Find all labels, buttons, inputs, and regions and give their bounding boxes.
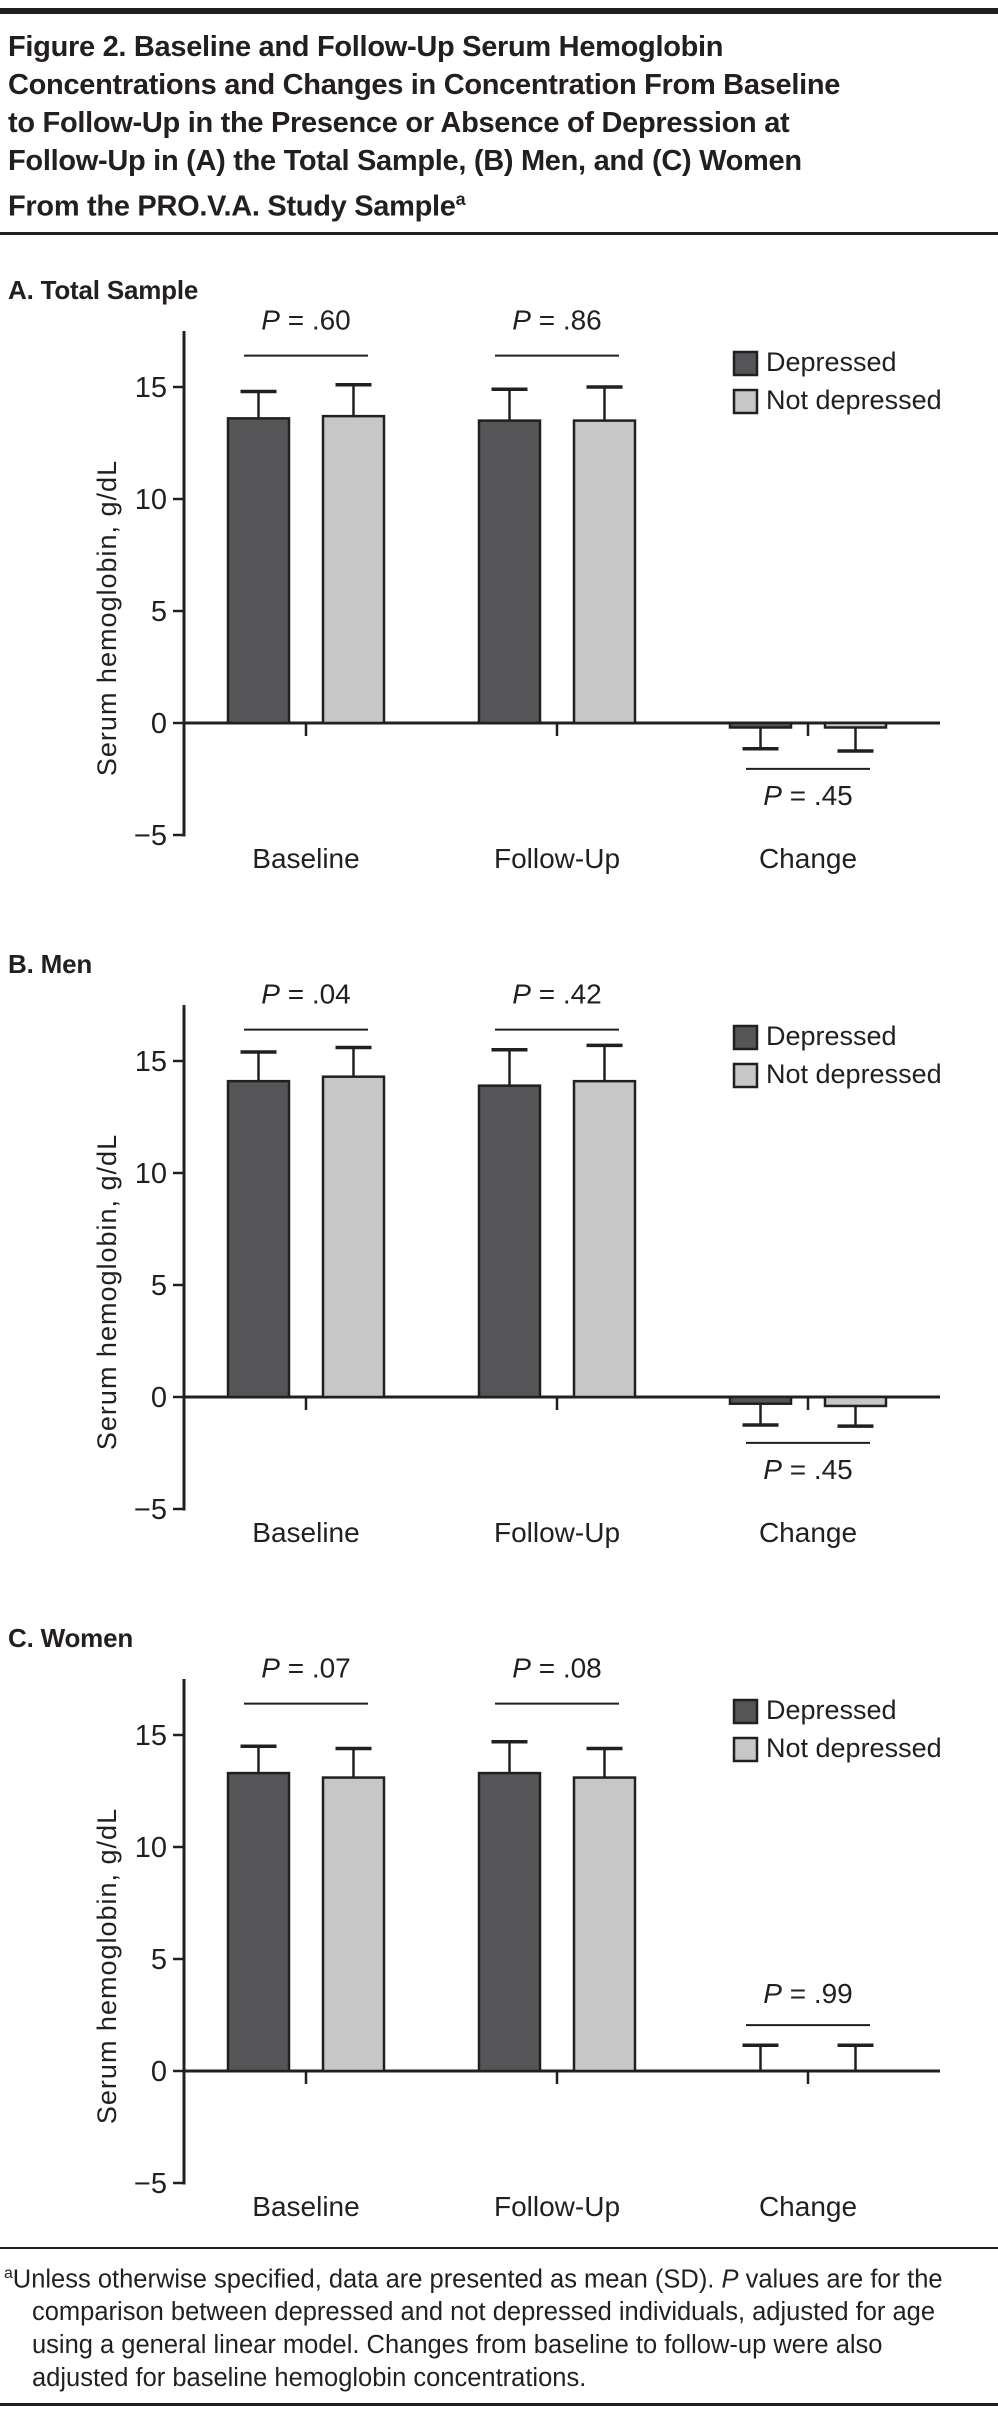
legend-label-depressed: Depressed <box>766 1021 897 1051</box>
legend-swatch-not-depressed <box>732 1736 759 1762</box>
x-label-baseline: Baseline <box>252 2191 359 2222</box>
footnote-bottom-rule <box>0 2403 998 2407</box>
y-axis-title: Serum hemoglobin, g/dL <box>92 1134 122 1450</box>
panel-c-heading: C. Women <box>8 1622 134 1653</box>
legend-swatch-not-depressed <box>732 388 759 414</box>
x-label-change: Change <box>759 1517 857 1548</box>
panel-a-heading: A. Total Sample <box>8 274 199 305</box>
panel-a-total-sample: A. Total Sample 15 10 5 0 −5 Baseline Follow-U… <box>0 275 998 893</box>
bar-baseline-depressed <box>226 1771 291 2072</box>
y-tick-label-10: 10 <box>135 1832 167 1864</box>
legend-label-not-depressed: Not depressed <box>766 1733 942 1763</box>
p-value-baseline: P = .60 <box>261 308 351 336</box>
legend-swatch-depressed <box>732 350 759 376</box>
top-rule <box>0 8 998 14</box>
legend-swatch-depressed <box>732 1024 759 1050</box>
panel-b-chart: 15 10 5 0 −5 Baseline Follow-Up Change Serum hem… <box>92 982 942 1548</box>
legend-label-not-depressed: Not depressed <box>766 1059 942 1089</box>
footnote-text: Unless otherwise specified, data are pre… <box>13 2265 943 2392</box>
y-tick-label-5: 5 <box>151 1270 167 1302</box>
x-label-follow-up: Follow-Up <box>494 843 620 874</box>
bar-baseline-not-depressed <box>321 1775 386 2072</box>
y-tick-label-5: −5 <box>134 2168 167 2200</box>
title-divider-rule <box>0 231 998 235</box>
p-value-change: P = .45 <box>763 780 853 811</box>
x-label-baseline: Baseline <box>252 843 359 874</box>
panel-c-chart: 15 10 5 0 −5 Baseline Follow-Up Change Serum hem… <box>92 1656 942 2222</box>
figure-title-superscript: a <box>455 189 466 209</box>
bar-change-depressed <box>728 1395 793 1405</box>
p-value-baseline: P = .07 <box>261 1656 351 1684</box>
panel-a-chart: 15 10 5 0 −5 Baseline Follow-Up Change Serum hem… <box>92 308 942 874</box>
y-tick-label-0: 0 <box>151 1382 167 1414</box>
bar-baseline-not-depressed <box>321 414 386 724</box>
legend-label-depressed: Depressed <box>766 347 897 377</box>
p-value-change: P = .45 <box>763 1454 853 1485</box>
legend-swatch-depressed <box>732 1698 759 1724</box>
x-label-baseline: Baseline <box>252 1517 359 1548</box>
x-label-change: Change <box>759 843 857 874</box>
bar-baseline-depressed <box>226 416 291 724</box>
bar-change-not-depressed <box>823 721 888 729</box>
y-tick-label-5: −5 <box>134 820 167 852</box>
p-value-follow-up: P = .08 <box>512 1656 602 1684</box>
p-value-follow-up: P = .86 <box>512 308 602 336</box>
footnote-top-rule <box>0 2246 998 2249</box>
y-tick-label-0: 0 <box>151 708 167 740</box>
bar-follow-up-depressed <box>477 419 542 724</box>
bar-follow-up-not-depressed <box>572 419 637 724</box>
panel-c-women: C. Women 15 10 5 0 −5 Baseline Follow-Up Change… <box>0 1623 998 2241</box>
figure-title-text: Figure 2. Baseline and Follow-Up Serum H… <box>8 31 841 223</box>
bar-baseline-depressed <box>226 1079 291 1398</box>
y-tick-label-10: 10 <box>135 484 167 516</box>
panel-b-heading: B. Men <box>8 948 93 979</box>
footnote-superscript: a <box>4 2264 13 2282</box>
p-value-follow-up: P = .42 <box>512 982 602 1010</box>
bar-follow-up-not-depressed <box>572 1079 637 1398</box>
bar-follow-up-not-depressed <box>572 1775 637 2072</box>
legend-swatch-not-depressed <box>732 1062 759 1088</box>
bar-change-not-depressed <box>823 1395 888 1407</box>
bar-change-depressed <box>728 721 793 729</box>
y-tick-label-5: −5 <box>134 1494 167 1526</box>
y-tick-label-5: 5 <box>151 596 167 628</box>
panel-b-men: B. Men 15 10 5 0 −5 Baseline Follow-Up Change Se… <box>0 949 998 1567</box>
legend-label-depressed: Depressed <box>766 1695 897 1725</box>
p-value-change: P = .99 <box>763 1978 853 2009</box>
y-tick-label-15: 15 <box>135 1720 167 1752</box>
y-axis-title: Serum hemoglobin, g/dL <box>92 460 122 776</box>
y-tick-label-5: 5 <box>151 1944 167 1976</box>
bar-baseline-not-depressed <box>321 1075 386 1398</box>
legend-label-not-depressed: Not depressed <box>766 385 942 415</box>
x-label-follow-up: Follow-Up <box>494 1517 620 1548</box>
bar-follow-up-depressed <box>477 1771 542 2072</box>
y-tick-label-0: 0 <box>151 2056 167 2088</box>
x-label-follow-up: Follow-Up <box>494 2191 620 2222</box>
footnote-italic-p: P <box>721 2265 739 2294</box>
figure-title: Figure 2. Baseline and Follow-Up Serum H… <box>8 28 998 226</box>
y-axis-title: Serum hemoglobin, g/dL <box>92 1808 122 2124</box>
footnote-segment: Unless otherwise specified, data are pre… <box>12 2265 722 2294</box>
x-label-change: Change <box>759 2191 857 2222</box>
footnote: aUnless otherwise specified, data are pr… <box>4 2257 984 2396</box>
footnote-segment: values are for the comparison between de… <box>32 2265 943 2393</box>
bar-follow-up-depressed <box>477 1084 542 1398</box>
y-tick-label-10: 10 <box>135 1158 167 1190</box>
figure-2-page: Figure 2. Baseline and Follow-Up Serum H… <box>0 8 998 2407</box>
p-value-baseline: P = .04 <box>261 982 351 1010</box>
y-tick-label-15: 15 <box>135 1046 167 1078</box>
y-tick-label-15: 15 <box>135 372 167 404</box>
